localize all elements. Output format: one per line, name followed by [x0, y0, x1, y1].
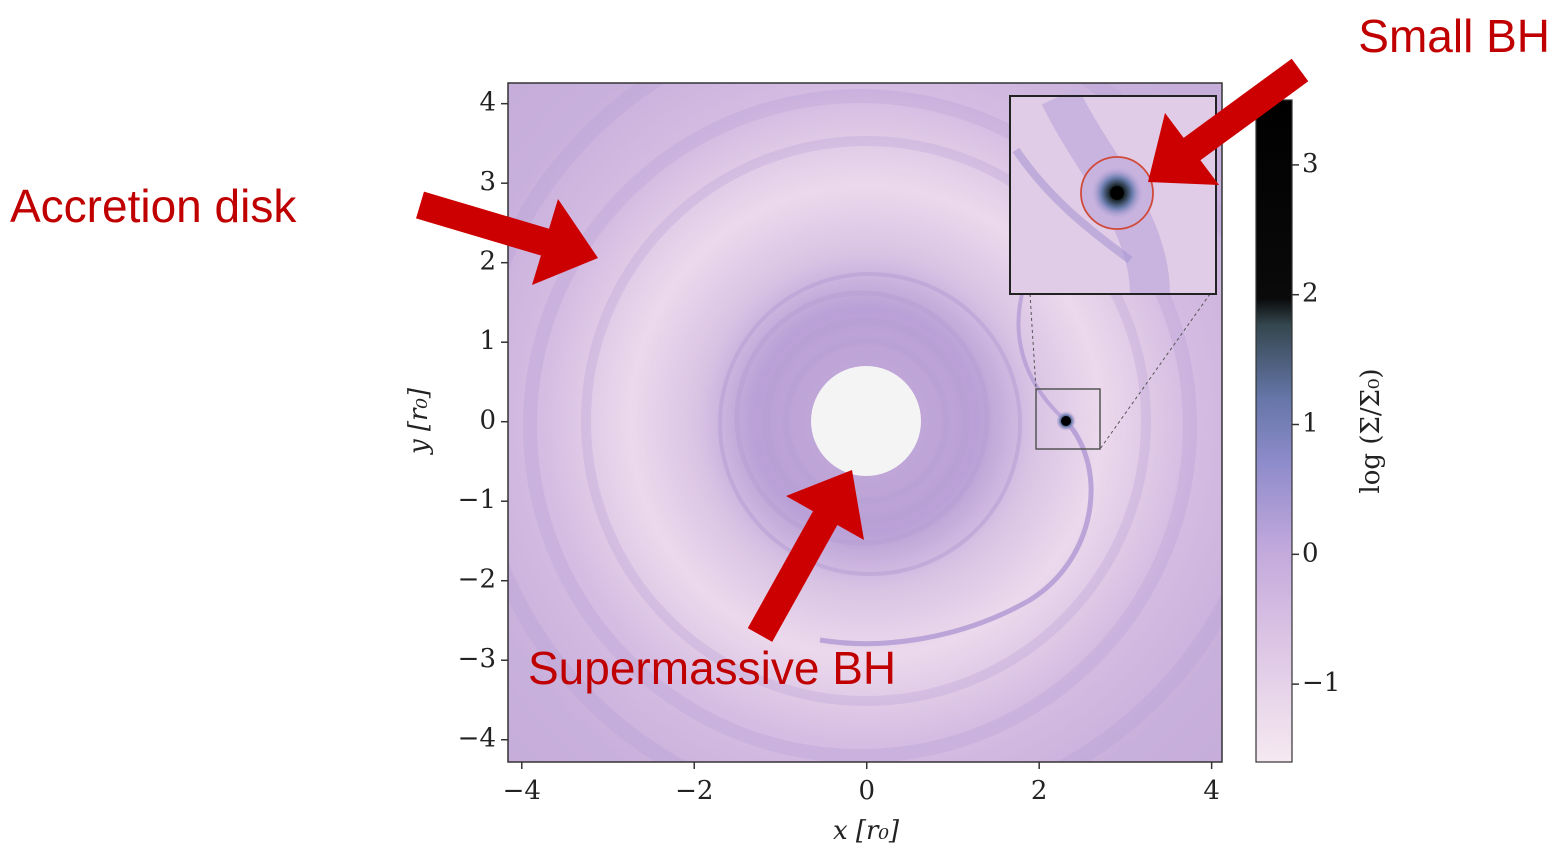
annotation: Supermassive BH: [528, 642, 896, 694]
plot-frame: [507, 82, 1223, 763]
y-tick-label: 3: [479, 167, 496, 197]
y-tick-label: −2: [458, 565, 496, 595]
y-axis-label: y [r₀]: [404, 387, 434, 455]
colorbar-label: log (Σ/Σ₀): [1356, 368, 1386, 493]
colorbar-tick-label: 2: [1302, 279, 1319, 309]
x-tick-label: 2: [1031, 776, 1048, 806]
colorbar-tick-label: 1: [1302, 409, 1319, 439]
y-tick-label: 2: [479, 247, 496, 277]
colorbar-tick-label: 0: [1302, 538, 1319, 568]
zoom-inset: [1009, 87, 1217, 450]
y-tick-label: 4: [479, 88, 496, 118]
annotation: Small BH: [1358, 10, 1550, 62]
y-tick-label: −4: [458, 724, 496, 754]
arrow: [416, 191, 598, 285]
y-tick-label: 0: [479, 406, 496, 436]
x-tick-label: −2: [675, 776, 713, 806]
arrow: [1148, 58, 1309, 185]
x-tick-label: 4: [1203, 776, 1220, 806]
x-tick-label: 0: [858, 776, 875, 806]
y-tick-label: 1: [479, 326, 496, 356]
colorbar-tick-label: −1: [1302, 668, 1340, 698]
y-tick-label: −3: [458, 644, 496, 674]
annotation: Accretion disk: [10, 180, 297, 232]
colorbar-tick-label: 3: [1302, 149, 1319, 179]
y-tick-label: −1: [458, 485, 496, 515]
x-axis-label: x [r₀]: [833, 816, 900, 846]
colorbar: [1255, 99, 1293, 763]
x-tick-label: −4: [503, 776, 541, 806]
arrow: [747, 470, 864, 642]
